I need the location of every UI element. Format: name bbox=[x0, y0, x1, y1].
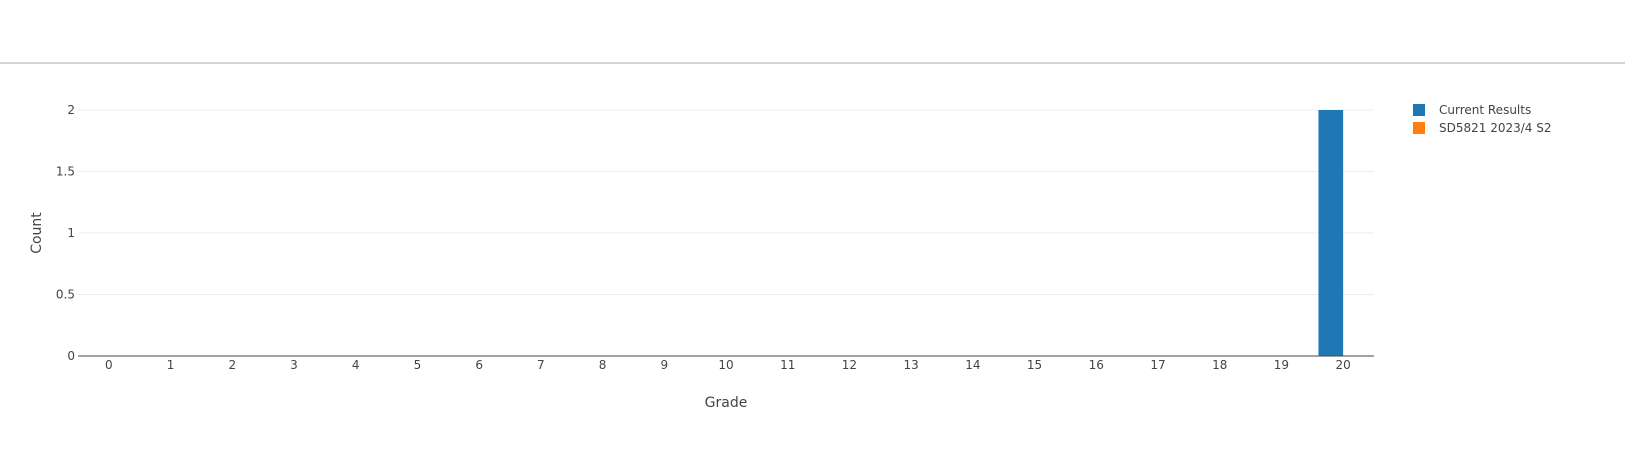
legend-label[interactable]: Current Results bbox=[1439, 103, 1531, 117]
bar[interactable] bbox=[1318, 110, 1344, 356]
x-tick-label: 8 bbox=[599, 358, 607, 372]
x-tick-label: 12 bbox=[842, 358, 857, 372]
y-tick-label: 1.5 bbox=[56, 165, 75, 179]
y-tick-labels: 0 0.5 1 1.5 2 bbox=[56, 103, 75, 363]
x-tick-label: 5 bbox=[414, 358, 422, 372]
x-tick-label: 15 bbox=[1027, 358, 1042, 372]
gridlines bbox=[78, 109, 1374, 295]
x-tick-labels: 0 1 2 3 4 5 6 7 8 9 10 11 12 13 14 15 16 17 18 19 20 bbox=[105, 358, 1351, 372]
x-axis-title: Grade bbox=[705, 395, 748, 411]
x-tick-label: 13 bbox=[904, 358, 919, 372]
legend-label[interactable]: SD5821 2023/4 S2 bbox=[1439, 121, 1552, 135]
top-divider bbox=[0, 62, 1625, 64]
x-tick-label: 16 bbox=[1089, 358, 1104, 372]
x-tick-label: 14 bbox=[965, 358, 980, 372]
y-axis-title: Count bbox=[29, 212, 45, 254]
y-tick-label: 1 bbox=[67, 226, 75, 240]
x-tick-label: 7 bbox=[537, 358, 545, 372]
legend-swatch bbox=[1413, 104, 1425, 116]
y-tick-label: 2 bbox=[67, 103, 75, 117]
legend[interactable]: Current Results SD5821 2023/4 S2 bbox=[1413, 103, 1552, 135]
y-tick-label: 0 bbox=[67, 349, 75, 363]
x-tick-label: 20 bbox=[1336, 358, 1351, 372]
y-tick-label: 0.5 bbox=[56, 288, 75, 302]
x-tick-label: 9 bbox=[660, 358, 668, 372]
x-tick-label: 3 bbox=[290, 358, 298, 372]
x-tick-label: 10 bbox=[718, 358, 733, 372]
x-tick-label: 2 bbox=[228, 358, 236, 372]
x-tick-label: 6 bbox=[475, 358, 483, 372]
x-tick-label: 0 bbox=[105, 358, 113, 372]
x-tick-label: 1 bbox=[167, 358, 175, 372]
x-tick-label: 19 bbox=[1274, 358, 1289, 372]
bars bbox=[1318, 110, 1344, 356]
legend-swatch bbox=[1413, 122, 1425, 134]
x-tick-label: 11 bbox=[780, 358, 795, 372]
x-tick-label: 17 bbox=[1150, 358, 1165, 372]
x-tick-label: 4 bbox=[352, 358, 360, 372]
x-tick-label: 18 bbox=[1212, 358, 1227, 372]
